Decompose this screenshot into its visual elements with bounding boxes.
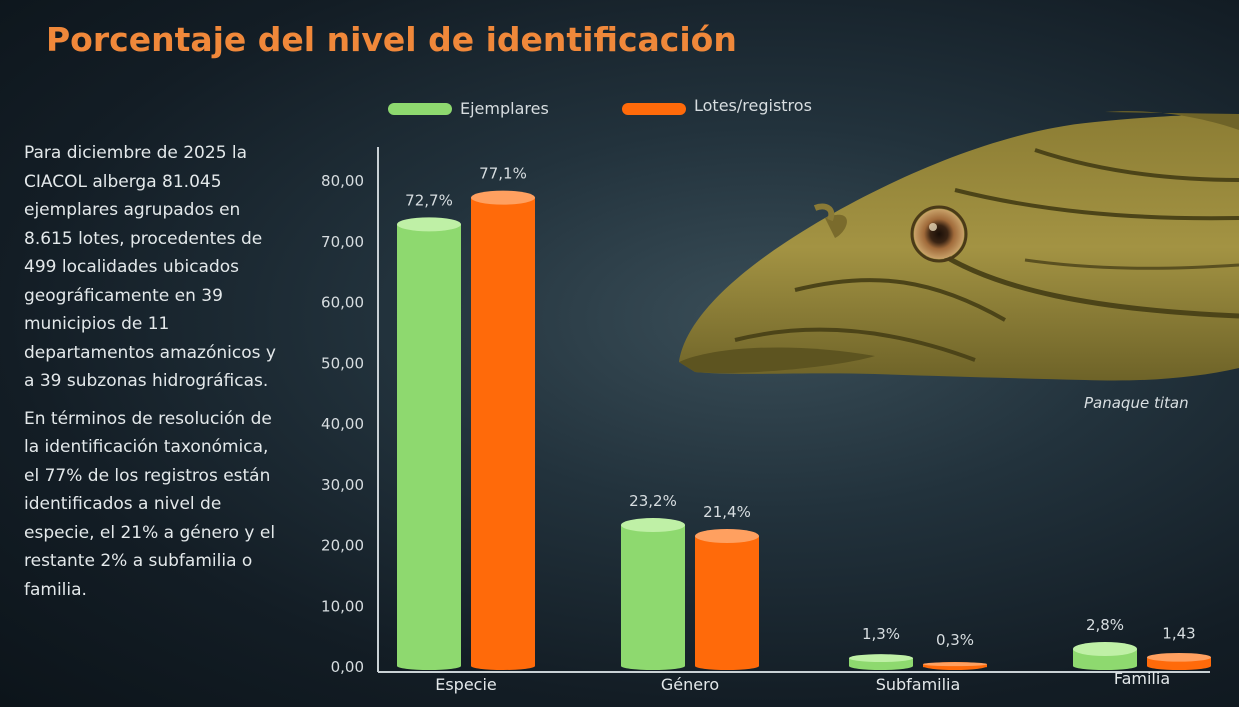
bar-body	[621, 525, 685, 666]
legend-item: Lotes/registros	[622, 96, 812, 115]
description-paragraph-2: En términos de resolución de la identifi…	[24, 408, 276, 600]
data-label: 0,3%	[936, 631, 974, 649]
data-label: 1,3%	[862, 625, 900, 643]
bar-top	[695, 528, 759, 543]
bar-top	[923, 662, 987, 667]
y-tick-label: 20,00	[321, 537, 364, 555]
bar: 77,1%	[471, 165, 535, 670]
bar-body	[1147, 657, 1211, 666]
bar-base	[471, 662, 535, 670]
page-title: Porcentaje del nivel de identificación	[46, 20, 737, 59]
data-label: 21,4%	[703, 503, 751, 521]
data-label: 23,2%	[629, 492, 677, 510]
bar-base	[621, 662, 685, 670]
legend-label: Ejemplares	[460, 99, 549, 118]
bar-body	[397, 224, 461, 666]
bar-body	[471, 197, 535, 666]
description-text: Para diciembre de 2025 la CIACOL alberga…	[24, 139, 286, 613]
data-label: 1,43	[1162, 624, 1195, 642]
y-tick-label: 0,00	[331, 658, 364, 676]
bar: 23,2%	[621, 492, 685, 670]
legend: Ejemplares Lotes/registros	[388, 96, 812, 118]
y-tick-label: 40,00	[321, 415, 364, 433]
bar-top	[1073, 641, 1137, 656]
bar: 21,4%	[695, 503, 759, 670]
legend-label: Lotes/registros	[694, 96, 812, 115]
legend-swatch	[388, 103, 452, 115]
y-tick-label: 10,00	[321, 597, 364, 615]
bar-base	[1147, 662, 1211, 670]
bar-top	[621, 518, 685, 533]
bar: 72,7%	[397, 191, 461, 670]
x-category-label: Subfamilia	[876, 675, 961, 694]
bars: 72,7% 77,1% Especie 23,2% 21,4% Género 1,3% 0,3…	[397, 165, 1211, 694]
legend-swatch	[622, 103, 686, 115]
panaque-titan-image	[679, 111, 1239, 381]
x-category-label: Género	[661, 675, 719, 694]
y-tick-label: 60,00	[321, 294, 364, 312]
bar-base	[397, 662, 461, 670]
y-tick-label: 70,00	[321, 233, 364, 251]
bar-base	[849, 662, 913, 670]
bar-top	[1147, 652, 1211, 662]
x-category-label: Especie	[435, 675, 497, 694]
bar-top	[471, 190, 535, 205]
y-tick-label: 30,00	[321, 476, 364, 494]
bar-body	[695, 535, 759, 666]
bar: 0,3%	[923, 631, 987, 670]
bar: 2,8%	[1073, 616, 1137, 670]
legend-item: Ejemplares	[388, 99, 549, 118]
description-paragraph-1: Para diciembre de 2025 la CIACOL alberga…	[24, 143, 276, 391]
image-caption: Panaque titan	[1084, 394, 1189, 412]
y-tick-label: 50,00	[321, 354, 364, 372]
data-label: 2,8%	[1086, 616, 1124, 634]
bar-base	[1073, 662, 1137, 670]
bar: 1,3%	[849, 625, 913, 670]
bar-base	[695, 662, 759, 670]
x-category-label: Familia	[1114, 669, 1170, 688]
data-label: 72,7%	[405, 191, 453, 209]
y-tick-label: 80,00	[321, 172, 364, 190]
y-axis: 0,00 10,00 20,00 30,00 40,00 50,00 60,00 70,00 8…	[321, 147, 1210, 676]
bar-top	[849, 654, 913, 663]
bar: 1,43	[1147, 624, 1211, 670]
data-label: 77,1%	[479, 165, 527, 183]
bar-top	[397, 217, 461, 232]
